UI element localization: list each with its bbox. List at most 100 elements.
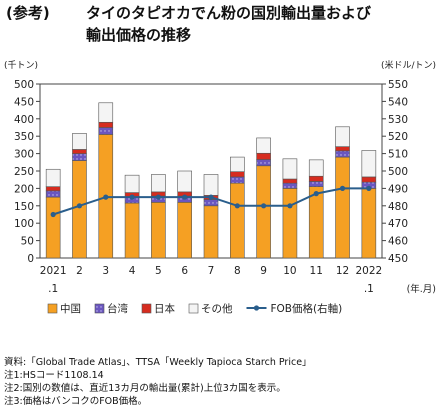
y-right-tick-label: 540 (388, 96, 408, 108)
bar-japan (72, 149, 87, 154)
fob-price-point (129, 194, 135, 200)
note-1: 注1:HSコード1108.14 (4, 370, 104, 381)
bar-japan (98, 121, 114, 128)
bar-other (72, 133, 87, 150)
bar-other (308, 159, 324, 177)
bar-china (203, 205, 219, 259)
legend-label: 日本 (154, 302, 175, 315)
bar-other (230, 156, 245, 172)
title-line-1: タイのタピオカでん粉の国別輸出量および (86, 4, 372, 22)
legend-line-marker (253, 305, 260, 311)
fob-price-point (182, 194, 188, 200)
y-right-tick-label: 550 (388, 79, 408, 91)
x-tick-label: 10 (283, 265, 296, 277)
bar-china (124, 202, 140, 259)
y-left-tick-label: 400 (14, 114, 34, 126)
bar-taiwan (45, 190, 61, 198)
bar-china (308, 186, 324, 259)
title-tag: (参考) (6, 4, 50, 22)
y-left-tick-label: 0 (27, 253, 34, 265)
y-right-tick-label: 530 (388, 114, 408, 126)
note-3: 注3:価格はバンコクのFOB価格。 (4, 396, 148, 407)
bar-china (282, 188, 298, 259)
bar-japan (45, 186, 61, 192)
legend-swatch (141, 303, 152, 314)
bar-taiwan (203, 199, 219, 207)
bar-china (335, 156, 350, 259)
x-tick-label: 2021 (40, 265, 67, 277)
y-right-tick-label: 510 (388, 149, 408, 161)
y-right-tick-label: 460 (388, 236, 408, 248)
bar-other (282, 158, 298, 180)
y-right-tick-label: 520 (388, 131, 408, 143)
fob-price-point (339, 185, 346, 191)
x-tick-label: 9 (260, 265, 267, 277)
bar-china (177, 202, 192, 259)
x-tick-sublabel: .1 (364, 283, 374, 295)
x-unit-label: (年.月) (407, 283, 436, 295)
bar-china (151, 202, 166, 259)
x-tick-label: 11 (310, 265, 323, 277)
y-right-tick-label: 470 (388, 218, 408, 230)
bar-taiwan (230, 176, 245, 184)
x-tick-label: 12 (336, 265, 349, 277)
bar-other (361, 150, 377, 178)
bar-taiwan (335, 150, 350, 158)
bar-other (256, 137, 271, 154)
bar-japan (335, 146, 350, 152)
y-right-tick-label: 480 (388, 201, 408, 213)
bar-japan (282, 178, 298, 184)
fob-price-point (313, 191, 319, 197)
legend-swatch (188, 303, 199, 314)
fob-price-point (76, 203, 83, 209)
note-2: 注2:国別の数値は、直近13カ月の輸出量(累計)上位3カ国を表示。 (4, 383, 286, 394)
y-right-tick-label: 490 (388, 183, 408, 195)
bar-taiwan (282, 182, 298, 189)
bar-china (72, 160, 87, 259)
x-tick-label: 8 (234, 265, 241, 277)
x-tick-label: 4 (129, 265, 136, 277)
bar-china (361, 188, 377, 259)
y-left-tick-label: 350 (14, 131, 34, 143)
fob-price-point (208, 194, 214, 200)
y-left-tick-label: 150 (14, 201, 34, 213)
bar-taiwan (308, 181, 324, 187)
bar-other (335, 126, 350, 147)
y-left-tick-label: 300 (14, 149, 34, 161)
bar-taiwan (256, 159, 271, 167)
y-left-tick-label: 250 (14, 166, 34, 178)
note-source: 資料:「Global Trade Atlas」、TTSA「Weekly Tapi… (4, 357, 312, 368)
page-title: タイのタピオカでん粉の国別輸出量および 輸出価格の推移 (86, 2, 436, 46)
fob-price-point (261, 203, 267, 209)
fob-price-point (366, 185, 372, 191)
y-left-tick-label: 200 (14, 183, 34, 195)
bar-japan (361, 176, 377, 183)
y-left-label: (千トン) (4, 60, 38, 71)
legend-swatch (94, 303, 105, 314)
x-tick-label: 5 (155, 265, 162, 277)
bar-other (98, 102, 114, 123)
x-tick-label: 6 (181, 265, 188, 277)
bar-japan (256, 152, 271, 160)
x-tick-sublabel: .1 (48, 283, 58, 295)
bar-other (151, 174, 166, 193)
bar-other (203, 174, 219, 196)
x-tick-label: 2 (76, 265, 83, 277)
bar-other (124, 174, 140, 193)
y-left-tick-label: 500 (14, 79, 34, 91)
fob-price-point (234, 203, 240, 209)
chart: (千トン) (米ドル/トン)050100150200250300350400450… (4, 59, 436, 315)
y-right-tick-label: 500 (388, 166, 408, 178)
title-line-2: 輸出価格の推移 (86, 26, 192, 44)
bar-taiwan (72, 153, 87, 161)
y-left-tick-label: 450 (14, 96, 34, 108)
legend-label: その他 (201, 302, 233, 315)
x-tick-label: 3 (102, 265, 109, 277)
fob-price-point (50, 211, 56, 218)
fob-price-point (103, 194, 109, 200)
legend-label: 台湾 (107, 302, 128, 315)
bar-japan (308, 175, 324, 182)
legend-swatch (47, 303, 58, 314)
y-right-label: (米ドル/トン) (381, 59, 436, 71)
y-left-tick-label: 100 (14, 218, 34, 230)
